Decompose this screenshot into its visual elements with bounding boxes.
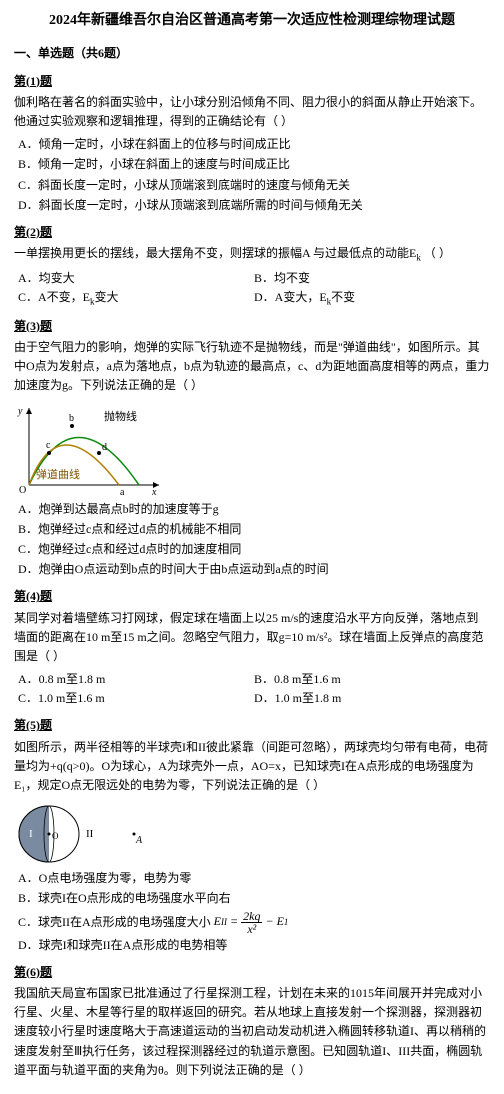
fig-ballistic-label: 弹道曲线	[36, 467, 80, 481]
q3-opt-b: B．炮弹经过c点和经过d点的机械能不相同	[18, 520, 490, 539]
q2-c-pre: C．A不变，E	[18, 290, 90, 304]
section-header: 一、单选题（共6题）	[14, 44, 490, 63]
q5-opt-c: C．球壳II在A点形成的电场强度大小 EII= 2kq x² −E1	[18, 910, 490, 935]
q2-opt-d: D．A变大，Ek不变	[254, 288, 490, 309]
q4-body: 某同学对着墙壁练习打网球，假定球在墙面上以25 m/s的速度沿水平方向反弹，落地…	[14, 609, 490, 667]
q5-figure: I II O A	[14, 799, 490, 869]
q5-opt-b: B．球壳I在O点形成的电场强度水平向右	[18, 889, 490, 908]
fig-b: b	[69, 413, 74, 424]
q3-label: 第(3)题	[14, 317, 490, 336]
q1-body: 伽利略在著名的斜面实验中，让小球分别沿倾角不同、阻力很小的斜面从静止开始滚下。他…	[14, 93, 490, 131]
page-title: 2024年新疆维吾尔自治区普通高考第一次适应性检测理综物理试题	[14, 10, 490, 32]
q1-label: 第(1)题	[14, 72, 490, 91]
q5-opt-d: D．球壳I和球壳II在A点形成的电势相等	[18, 936, 490, 955]
q5-label: 第(5)题	[14, 716, 490, 735]
q5-options: A．O点电场强度为零，电势为零 B．球壳I在O点形成的电场强度水平向右 C．球壳…	[18, 869, 490, 955]
q2-opt-b: B．均不变	[254, 269, 490, 288]
q1-opt-b: B．倾角一定时，小球在斜面上的速度与时间成正比	[18, 155, 490, 174]
q6-body: 我国航天局宣布国家已批准通过了行星探测工程，计划在未来的1015年间展开并完成对…	[14, 984, 490, 1080]
fig-parabola-label: 抛物线	[104, 409, 137, 423]
q3-opt-c: C．炮弹经过c点和经过d点时的加速度相同	[18, 540, 490, 559]
fig-O5: O	[52, 831, 59, 841]
q6-label: 第(6)题	[14, 963, 490, 982]
q1-opt-a: A．倾角一定时，小球在斜面上的位移与时间成正比	[18, 135, 490, 154]
fig-O: O	[19, 485, 26, 496]
q2-c-suf: 变大	[95, 290, 119, 304]
fig-c: c	[46, 440, 51, 451]
q2-options: A．均变大 B．均不变 C．A不变，Ek变大 D．A变大，Ek不变	[18, 269, 490, 309]
q5-body: 如图所示，两半径相等的半球壳I和II彼此紧靠（间距可忽略），两球壳均匀带有电荷，…	[14, 738, 490, 796]
q2-d-pre: D．A变大，E	[254, 290, 327, 304]
q2-body-suf: （ ）	[424, 246, 451, 260]
q3-figure: c b d O a x y 抛物线 弹道曲线	[14, 400, 490, 500]
q4-opt-b: B．0.8 m至1.6 m	[254, 670, 490, 689]
q2-body: 一单摆换用更长的摆线，最大摆角不变，则摆球的振幅A 与过最低点的动能Ek （ ）	[14, 244, 490, 265]
fig-d: d	[102, 442, 107, 453]
q4-opt-c: C．1.0 m至1.6 m	[18, 689, 254, 708]
fig-y: y	[17, 406, 23, 417]
q1-opt-d: D．斜面长度一定时，小球从顶端滚到底端所需的时间与倾角无关	[18, 196, 490, 215]
q2-sub-k: k	[416, 252, 421, 262]
q4-label: 第(4)题	[14, 587, 490, 606]
q3-options: A．炮弹到达最高点b时的加速度等于g B．炮弹经过c点和经过d点的机械能不相同 …	[18, 500, 490, 580]
q3-opt-a: A．炮弹到达最高点b时的加速度等于g	[18, 500, 490, 519]
fig-II: II	[86, 828, 94, 840]
q2-body-pre: 一单摆换用更长的摆线，最大摆角不变，则摆球的振幅A 与过最低点的动能E	[14, 246, 416, 260]
q3-opt-d: D．炮弹由O点运动到b点的时间大于由b点运动到a点的时间	[18, 560, 490, 579]
fig-A5: A	[135, 835, 143, 846]
q4-opt-a: A．0.8 m至1.8 m	[18, 670, 254, 689]
q1-options: A．倾角一定时，小球在斜面上的位移与时间成正比 B．倾角一定时，小球在斜面上的速…	[18, 135, 490, 215]
q5-c-pre: C．球壳II在A点形成的电场强度大小	[18, 914, 214, 928]
q2-d-suf: 不变	[331, 290, 355, 304]
q2-label: 第(2)题	[14, 223, 490, 242]
q5-c-formula: EII= 2kq x² −E1	[214, 910, 289, 935]
q4-options: A．0.8 m至1.8 m B．0.8 m至1.6 m C．1.0 m至1.6 …	[18, 670, 490, 708]
fig-x: x	[151, 487, 157, 498]
fig-a: a	[120, 487, 125, 498]
fig-I: I	[29, 828, 33, 840]
q4-opt-d: D．1.0 m至1.8 m	[254, 689, 490, 708]
q3-body: 由于空气阻力的影响，炮弹的实际飞行轨迹不是抛物线，而是"弹道曲线"，如图所示。其…	[14, 338, 490, 396]
q5-opt-a: A．O点电场强度为零，电势为零	[18, 869, 490, 888]
q1-opt-c: C．斜面长度一定时，小球从顶端滚到底端时的速度与倾角无关	[18, 176, 490, 195]
q2-opt-a: A．均变大	[18, 269, 254, 288]
q2-opt-c: C．A不变，Ek变大	[18, 288, 254, 309]
